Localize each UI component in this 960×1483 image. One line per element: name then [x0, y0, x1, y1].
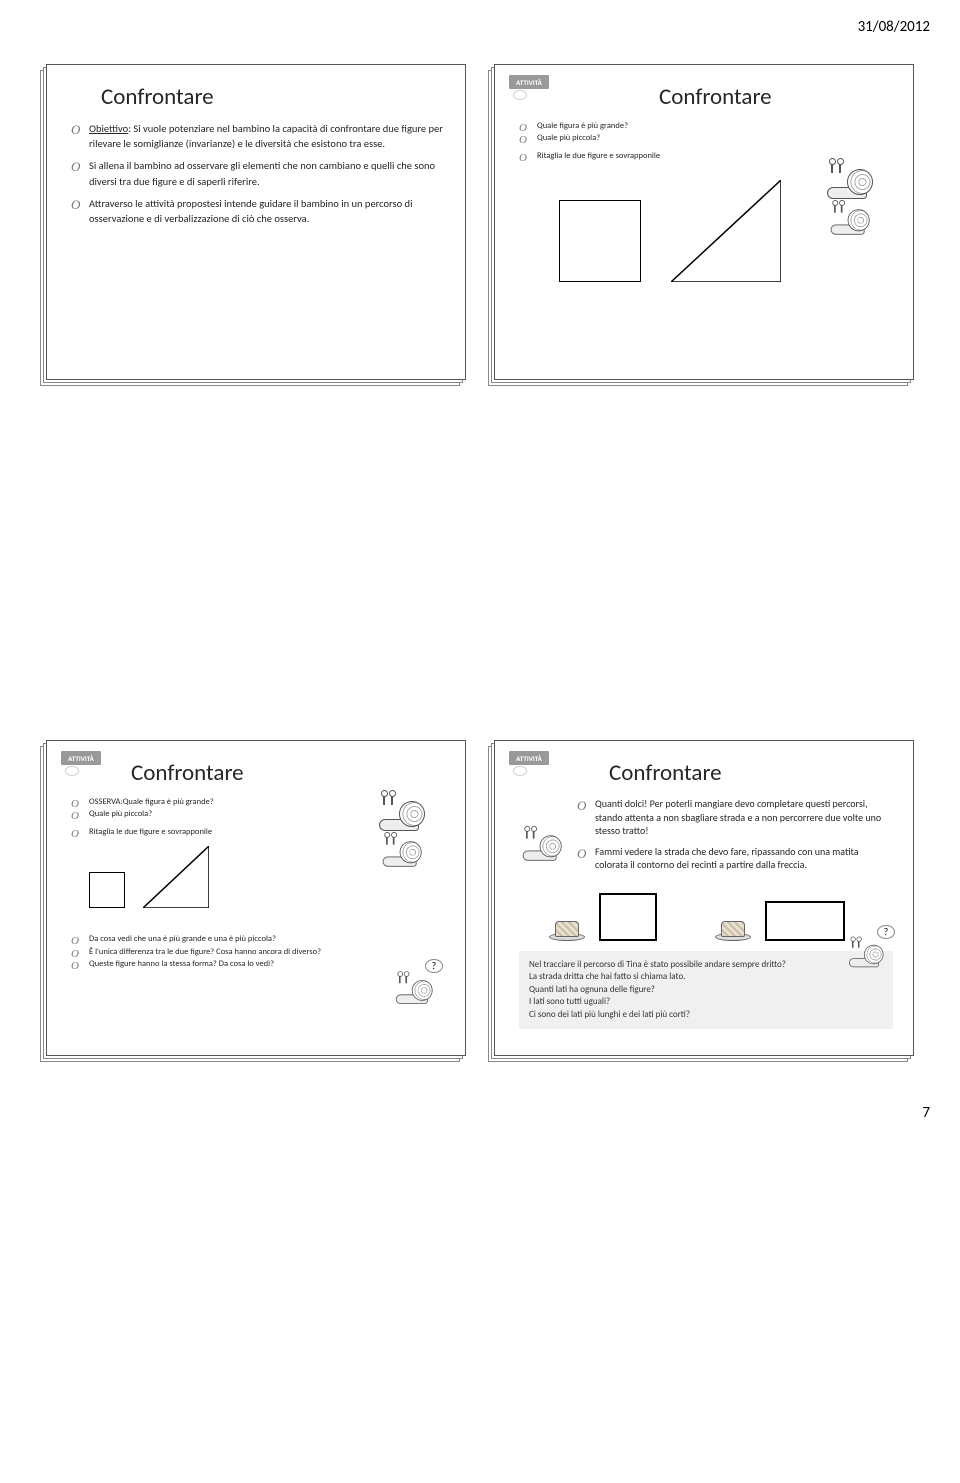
gray-q5: Ci sono dei lati più lunghi e dei lati p… — [529, 1009, 883, 1022]
triangle-shape — [143, 846, 209, 908]
slides-row-1: Confrontare Obiettivo: Si vuole potenzia… — [0, 64, 960, 380]
slide3-title: Confrontare — [131, 759, 445, 787]
gray-q1: Nel tracciare il percorso di Tina è stat… — [529, 959, 883, 972]
cake-icon — [549, 913, 585, 941]
slide3-bq2: È l'unica differenza tra le due figure? … — [71, 947, 445, 958]
slide1-b1: Obiettivo: Si vuole potenziare nel bambi… — [71, 121, 445, 151]
slide2-q2: Quale più piccola? — [519, 133, 749, 144]
slide2-title: Confrontare — [659, 83, 893, 111]
attivita-label: ATTIVITÀ — [509, 75, 549, 89]
slide3-q3: Ritaglia le due figure e sovrapponile — [71, 827, 271, 838]
page-number: 7 — [0, 1096, 960, 1140]
slide3-q1: OSSERVA:Quale figura è più grande? — [71, 797, 271, 808]
slide2-q3: Ritaglia le due figure e sovrapponile — [519, 151, 749, 162]
slide1-bullets: Obiettivo: Si vuole potenziare nel bambi… — [71, 121, 445, 226]
gray-q2: La strada dritta che hai fatto si chiama… — [529, 971, 883, 984]
objective-label: Obiettivo — [89, 122, 128, 135]
attivita-tag: ATTIVITÀ — [61, 751, 105, 777]
slide-3: ATTIVITÀ Confrontare OSSERVA:Quale figur… — [46, 740, 466, 1056]
attivita-label: ATTIVITÀ — [61, 751, 101, 765]
gray-q4: I lati sono tutti uguali? — [529, 996, 883, 1009]
snail-icon — [379, 799, 427, 833]
question-snail-icon: ? — [391, 975, 439, 1009]
paths-row — [549, 893, 893, 941]
slide3-questions: OSSERVA:Quale figura è più grande? Quale… — [71, 797, 271, 838]
slide2-q1: Quale figura è più grande? — [519, 121, 749, 132]
snail-icons — [827, 167, 875, 239]
snail-icon — [831, 208, 872, 237]
maze-square — [599, 893, 657, 941]
slide1-title: Confrontare — [101, 83, 445, 111]
slide3-bq1: Da cosa vedi che una è più grande e una … — [71, 934, 445, 945]
cake-icon — [715, 913, 751, 941]
snail-icons — [379, 799, 427, 871]
snail-side-icon — [519, 797, 567, 865]
square-shape — [89, 872, 125, 908]
attivita-tag: ATTIVITÀ — [509, 75, 553, 101]
gray-questions-block: Nel tracciare il percorso di Tina è stat… — [519, 951, 893, 1030]
slide3-q2: Quale più piccola? — [71, 809, 271, 820]
triangle-shape — [671, 180, 781, 282]
snail-icon — [827, 167, 875, 201]
slide-2: ATTIVITÀ Confrontare Quale figura è più … — [494, 64, 914, 380]
question-snail-icon: ? — [843, 939, 891, 973]
maze-rect — [765, 901, 845, 941]
slide3-bq3: Queste figure hanno la stessa forma? Da … — [71, 959, 445, 970]
slide4-p2: Fammi vedere la strada che devo fare, ri… — [577, 845, 893, 872]
slide2-questions: Quale figura è più grande? Quale più pic… — [519, 121, 749, 162]
slide4-paragraphs: Quanti dolci! Per poterli mangiare devo … — [577, 797, 893, 879]
slide1-b3: Attraverso le attività propostesi intend… — [71, 196, 445, 226]
snail-icon — [383, 840, 424, 869]
slides-row-2: ATTIVITÀ Confrontare OSSERVA:Quale figur… — [0, 740, 960, 1056]
slide-1: Confrontare Obiettivo: Si vuole potenzia… — [46, 64, 466, 380]
gray-q3: Quanti lati ha ognuna delle figure? — [529, 984, 883, 997]
attivita-label: ATTIVITÀ — [509, 751, 549, 765]
slide4-title: Confrontare — [609, 759, 893, 787]
objective-text: : Si vuole potenziare nel bambino la cap… — [89, 122, 443, 150]
page-date: 31/08/2012 — [0, 0, 960, 44]
slide-4: ATTIVITÀ Confrontare Quanti dolci! Per p… — [494, 740, 914, 1056]
attivita-tag: ATTIVITÀ — [509, 751, 553, 777]
slide1-b2: Si allena il bambino ad osservare gli el… — [71, 158, 445, 188]
slide4-p1: Quanti dolci! Per poterli mangiare devo … — [577, 797, 893, 838]
slide3-bottom-questions: Da cosa vedi che una è più grande e una … — [71, 934, 445, 970]
square-shape — [559, 200, 641, 282]
